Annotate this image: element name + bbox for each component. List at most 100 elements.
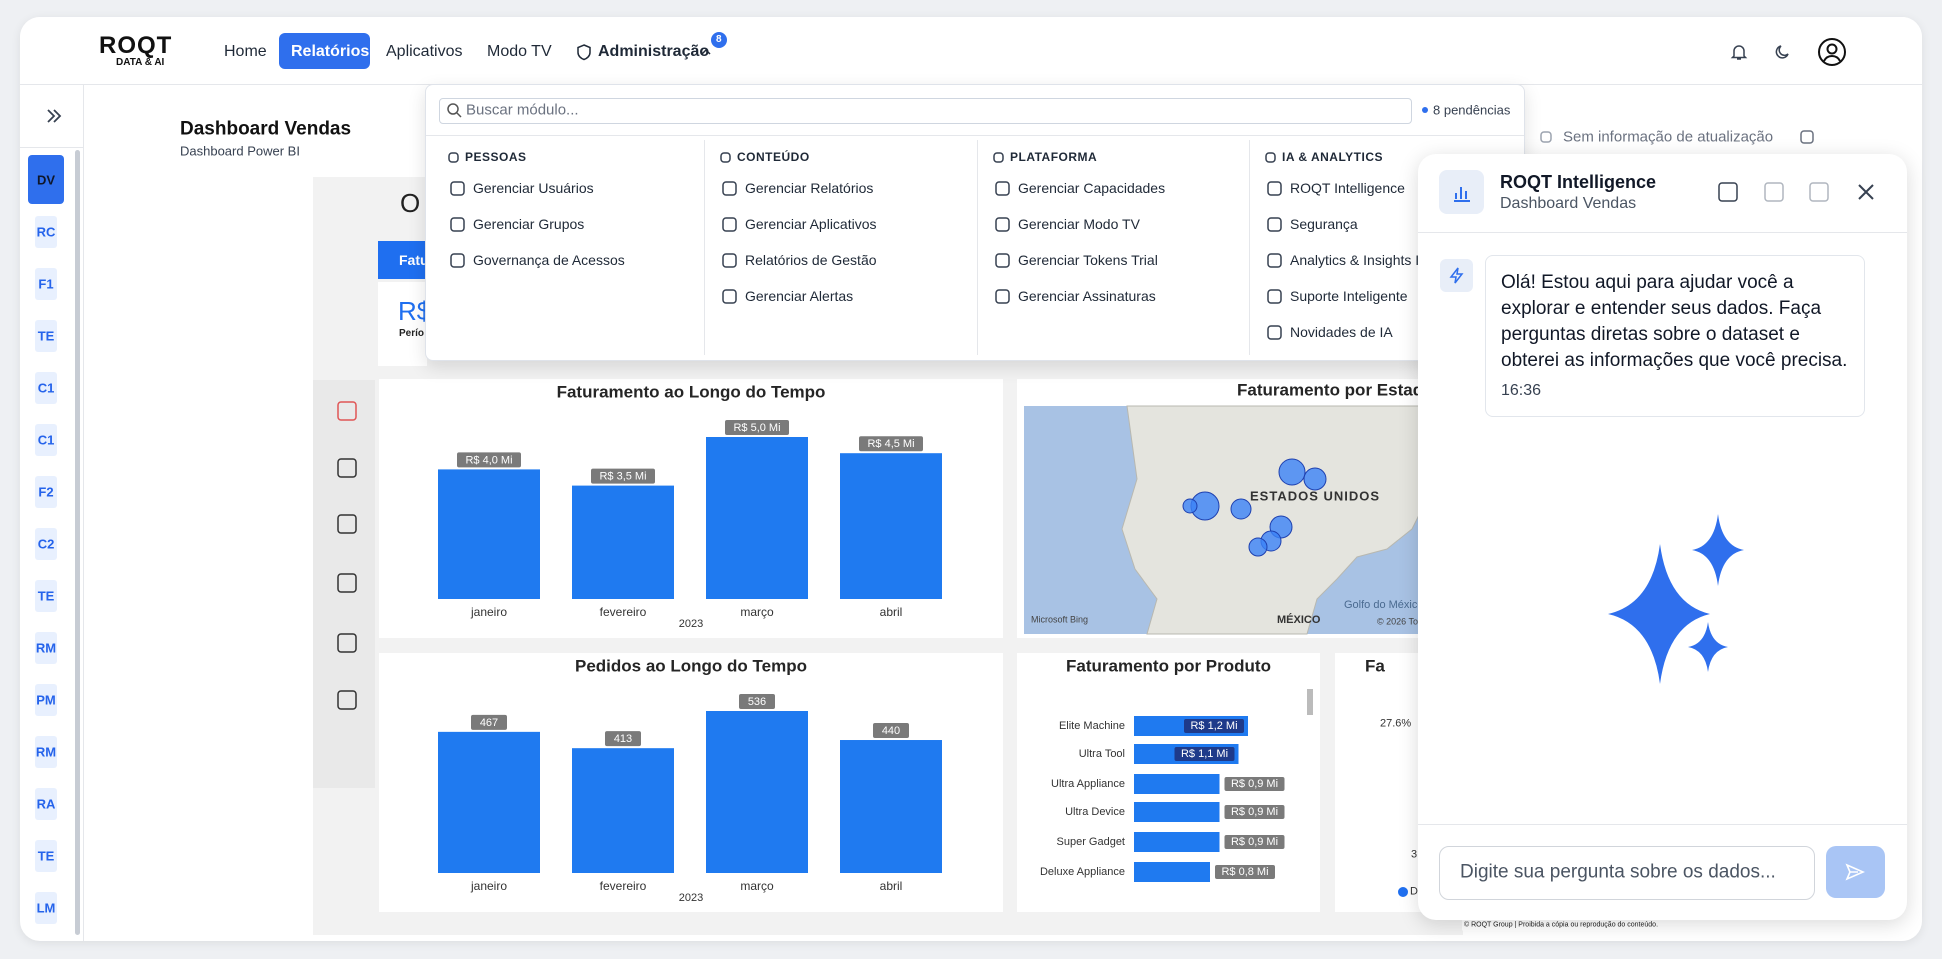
sidebar-pill[interactable] (35, 216, 57, 248)
icon-shape (1267, 288, 1282, 304)
sidebar-item[interactable]: PM (36, 692, 56, 708)
category-label: março (740, 605, 774, 619)
menu-item[interactable]: ROQT Intelligence (1290, 180, 1405, 196)
sidebar-pill[interactable] (35, 840, 57, 872)
bar (1134, 774, 1220, 794)
category-label: fevereiro (600, 605, 647, 619)
search-icon (447, 103, 462, 118)
nav-item[interactable]: Administração (598, 43, 710, 60)
menu-item[interactable]: Gerenciar Aplicativos (745, 216, 877, 232)
nav-item[interactable]: Aplicativos (386, 43, 463, 60)
chart-title: Faturamento ao Longo do Tempo (557, 382, 826, 401)
menu-item[interactable]: Analytics & Insights I (1290, 252, 1420, 268)
menu-item[interactable]: Gerenciar Alertas (745, 288, 854, 304)
sidebar-pill[interactable] (35, 268, 57, 300)
sidebar-active[interactable] (28, 155, 64, 204)
nav-item[interactable]: Relatórios (291, 43, 370, 60)
sidebar-pill[interactable] (35, 528, 57, 560)
value-label: R$ 0,9 Mi (1231, 778, 1278, 790)
menu-item[interactable]: Gerenciar Usuários (473, 180, 594, 196)
bar (438, 469, 540, 599)
bot-icon-box (1440, 259, 1473, 292)
sidebar-item[interactable]: RM (35, 744, 57, 760)
sidebar-pill[interactable] (35, 580, 57, 612)
value-label: R$ 4,0 Mi (465, 454, 512, 466)
menu-item[interactable]: Gerenciar Tokens Trial (1018, 252, 1158, 268)
sidebar-pill[interactable] (35, 892, 57, 924)
sidebar-pill[interactable] (35, 788, 57, 820)
value-label: R$ 4,5 Mi (867, 438, 914, 450)
menu-item[interactable]: Gerenciar Assinaturas (1018, 288, 1156, 304)
icon-shape (722, 180, 737, 196)
sidebar-pill[interactable] (35, 476, 57, 508)
sidebar-item[interactable]: TE (37, 328, 55, 344)
value-pill (605, 731, 641, 747)
menu-item[interactable]: Gerenciar Capacidades (1018, 180, 1166, 196)
menu-item[interactable]: Segurança (1290, 216, 1358, 232)
sidebar-pill[interactable] (35, 372, 57, 404)
badge (711, 32, 727, 48)
sidebar-item[interactable]: C1 (37, 380, 55, 396)
search-box[interactable] (439, 98, 1412, 124)
shield-icon (577, 44, 591, 61)
sidebar-item[interactable]: DV (36, 172, 56, 188)
partial-num: 3 (1411, 848, 1418, 861)
icon (450, 216, 465, 232)
partial-legend: D (1410, 885, 1418, 898)
sidebar-pill[interactable] (35, 424, 57, 456)
sidebar-pill[interactable] (35, 684, 57, 716)
value-label: R$ 0,8 Mi (1221, 866, 1268, 878)
value-label: R$ 3,5 Mi (599, 471, 646, 483)
bolt (1449, 267, 1464, 284)
column-divider (704, 140, 705, 355)
icon-shape (450, 252, 465, 268)
icon-shape (450, 180, 465, 196)
value-label: R$ 1,1 Mi (1181, 748, 1228, 760)
category-label: abril (880, 879, 903, 893)
category-label: abril (880, 605, 903, 619)
sidebar-item[interactable]: F1 (38, 276, 54, 292)
sidebar-item[interactable]: C2 (37, 536, 55, 552)
sidebar-pill[interactable] (35, 736, 57, 768)
icon-shape (337, 573, 357, 593)
menu-item[interactable]: Governança de Acessos (473, 252, 625, 268)
sidebar-item[interactable]: F2 (38, 484, 54, 500)
nav-item[interactable]: Home (224, 43, 267, 60)
value-pill (1174, 747, 1235, 761)
sidebar-item[interactable]: TE (37, 588, 55, 604)
sidebar-item[interactable]: C1 (37, 432, 55, 448)
icon-shape (337, 514, 357, 534)
sidebar-pill[interactable] (35, 320, 57, 352)
icon-shape (448, 151, 459, 163)
badge-text: 8 (716, 34, 722, 45)
icon-shape (1267, 216, 1282, 232)
icon (1540, 131, 1552, 143)
sidebar-item[interactable]: LM (36, 900, 56, 916)
value-pill (873, 723, 909, 739)
icon (337, 458, 357, 478)
menu-item[interactable]: Gerenciar Relatórios (745, 180, 874, 196)
nav-active[interactable] (279, 33, 370, 69)
menu-item[interactable]: Gerenciar Grupos (473, 216, 585, 232)
chat-input[interactable] (1439, 846, 1815, 900)
sidebar-pill[interactable] (35, 632, 57, 664)
category-label: Deluxe Appliance (1040, 866, 1125, 878)
menu-item[interactable]: Novidades de IA (1290, 324, 1393, 340)
shield (577, 44, 591, 61)
chat-chart-icon (1454, 187, 1470, 202)
icon-shape (1800, 130, 1814, 144)
menu-item[interactable]: Suporte Inteligente (1290, 288, 1408, 304)
icon-shape (995, 288, 1010, 304)
expand-icon[interactable] (44, 106, 64, 126)
sidebar-item[interactable]: TE (37, 848, 55, 864)
menu-item[interactable]: Relatórios de Gestão (745, 252, 877, 268)
sidebar-item[interactable]: RA (36, 796, 56, 812)
sidebar-item[interactable]: RM (35, 640, 57, 656)
partial-title: Fa (1365, 656, 1385, 676)
sidebar-item[interactable]: RC (36, 224, 56, 240)
nav-item[interactable]: Modo TV (487, 43, 552, 60)
bar (840, 453, 942, 599)
icon-shape (337, 401, 357, 421)
chevron (701, 48, 711, 55)
menu-item[interactable]: Gerenciar Modo TV (1018, 216, 1140, 232)
